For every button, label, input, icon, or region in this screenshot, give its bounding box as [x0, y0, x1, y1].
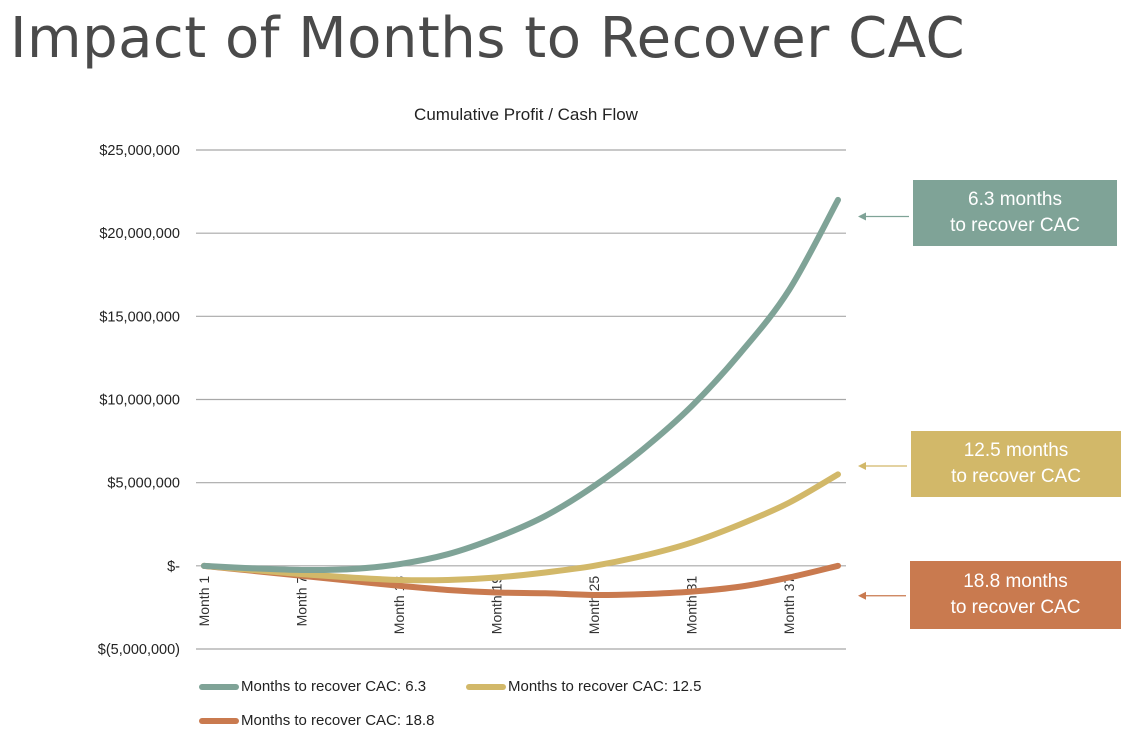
callout-arrowhead: [858, 462, 866, 471]
callout-18-8-months: 18.8 months to recover CAC: [910, 561, 1121, 629]
legend-entry-6-3: Months to recover CAC: 6.3: [199, 678, 426, 695]
y-tick-label: $15,000,000: [99, 309, 180, 325]
callout-line1: 12.5 months: [963, 440, 1069, 461]
callout-line1: 18.8 months: [963, 571, 1068, 592]
y-tick-label: $10,000,000: [99, 393, 180, 409]
x-tick-label: Month 37: [781, 576, 797, 635]
callout-line2: to recover CAC: [950, 597, 1081, 618]
callout-arrowhead: [858, 212, 866, 221]
callout-arrowhead: [858, 591, 866, 600]
series-line-2: [201, 471, 841, 584]
legend-entry-12-5: Months to recover CAC: 12.5: [466, 678, 701, 695]
x-tick-label: Month 7: [294, 576, 310, 627]
y-tick-label: $5,000,000: [107, 476, 180, 492]
legend-label: Months to recover CAC: 18.8: [241, 712, 435, 729]
callout-line2: to recover CAC: [950, 215, 1080, 236]
legend-label: Months to recover CAC: 12.5: [508, 678, 702, 695]
x-tick-label: Month 31: [684, 576, 700, 635]
callout-line1: 6.3 months: [968, 189, 1062, 210]
legend-swatch: [199, 683, 239, 690]
legend-label: Months to recover CAC: 6.3: [241, 678, 427, 695]
y-tick-label: $25,000,000: [99, 143, 180, 159]
y-tick-label: $(5,000,000): [98, 642, 180, 658]
series-line-1: [201, 196, 841, 574]
callout-6-3-months: 6.3 months to recover CAC: [913, 180, 1117, 246]
x-tick-label: Month 19: [489, 576, 505, 635]
slide-title: Impact of Months to Recover CAC: [10, 6, 966, 71]
callout-line2: to recover CAC: [951, 466, 1081, 487]
y-tick-label: $20,000,000: [99, 226, 180, 242]
legend-swatch: [466, 683, 506, 690]
legend-swatch: [199, 717, 239, 724]
y-tick-label: $-: [167, 559, 180, 575]
x-tick-label: Month 13: [391, 576, 407, 635]
legend-entry-18-8: Months to recover CAC: 18.8: [199, 712, 434, 729]
chart-title: Cumulative Profit / Cash Flow: [414, 105, 639, 124]
x-tick-label: Month 1: [196, 576, 212, 627]
callout-12-5-months: 12.5 months to recover CAC: [911, 431, 1121, 497]
x-tick-label: Month 25: [586, 576, 602, 635]
